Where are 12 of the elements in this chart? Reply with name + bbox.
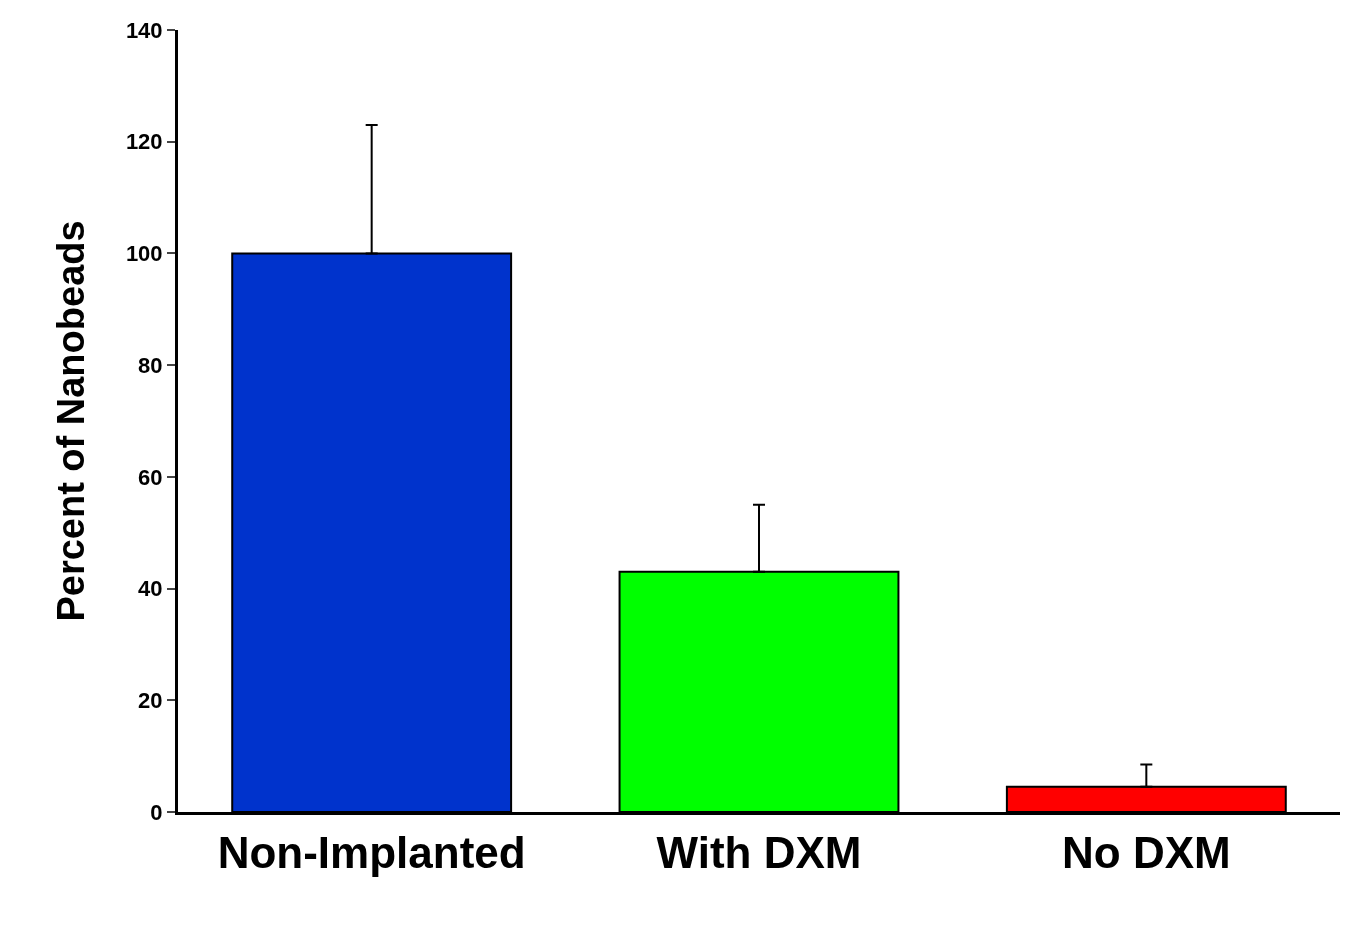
y-tick-label: 40 xyxy=(138,576,163,602)
x-tick-label: Non-Implanted xyxy=(217,827,526,877)
y-tick-label: 140 xyxy=(125,17,163,43)
y-tick-label: 120 xyxy=(125,129,163,155)
y-tick-label: 0 xyxy=(150,799,163,825)
y-tick-label: 60 xyxy=(138,464,163,490)
x-tick-label: No DXM xyxy=(1062,827,1231,877)
y-tick-label: 100 xyxy=(125,241,163,267)
y-tick-label: 20 xyxy=(138,687,163,713)
y-tick-label: 80 xyxy=(138,352,163,378)
y-axis-title: Percent of Nanobeads xyxy=(50,220,93,622)
x-tick-label: With DXM xyxy=(656,827,862,877)
